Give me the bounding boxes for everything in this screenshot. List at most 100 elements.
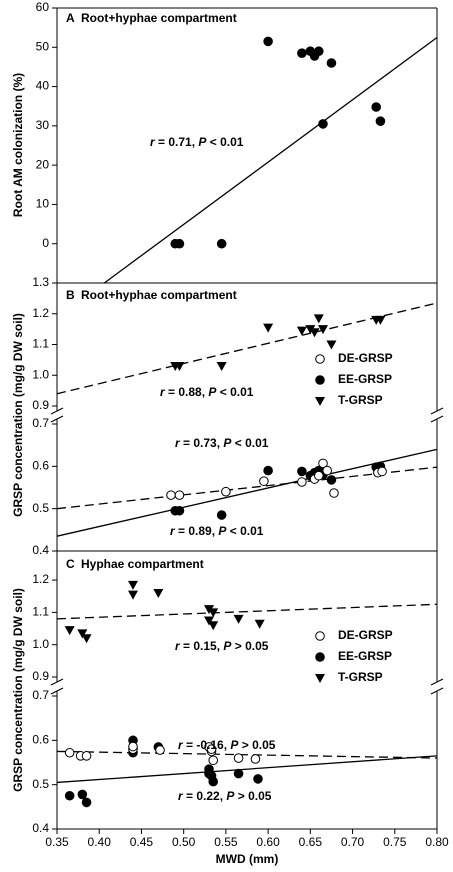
fit-line — [103, 36, 438, 284]
y-tick-label: 20 — [36, 157, 50, 171]
point — [208, 755, 219, 766]
point — [296, 326, 307, 336]
annotation-part: r — [178, 789, 184, 803]
point — [297, 477, 307, 487]
annotation-part: < 0.01 — [206, 135, 243, 149]
point — [254, 619, 265, 629]
annotation-part: = 0.88, — [165, 385, 209, 399]
point — [318, 458, 328, 469]
y-tick-label: 0 — [42, 236, 49, 250]
annotation: r = -0.16, P > 0.05 — [178, 738, 276, 752]
point — [233, 753, 244, 763]
point — [81, 634, 92, 644]
y-tick-label: 1.2 — [32, 572, 49, 586]
point — [371, 102, 382, 112]
annotation-part: P — [223, 436, 232, 450]
annotation-part: > 0.05 — [238, 738, 275, 752]
annotation-part: P — [230, 738, 239, 752]
axis-break — [50, 415, 64, 423]
point — [233, 614, 244, 624]
point — [174, 238, 185, 249]
annotation-part: < 0.01 — [231, 436, 268, 450]
legend-marker — [315, 631, 325, 641]
point — [263, 323, 274, 333]
point — [204, 616, 214, 626]
y-tick-label: 50 — [36, 39, 50, 53]
annotation-part: < 0.01 — [216, 385, 253, 399]
annotation-part: P — [198, 135, 207, 149]
point — [326, 58, 337, 68]
legend-label: EE-GRSP — [338, 372, 392, 386]
point — [204, 768, 214, 779]
point — [174, 362, 185, 372]
axis-break — [430, 415, 444, 423]
annotation-part: = 0.71, — [155, 135, 199, 149]
annotation-part: r — [170, 524, 176, 538]
x-tick-label: 0.45 — [130, 835, 154, 849]
axis-break — [50, 678, 64, 686]
point — [128, 580, 138, 590]
point — [329, 488, 339, 498]
point — [221, 486, 231, 497]
annotation-part: r — [178, 738, 184, 752]
point — [326, 340, 337, 350]
fit-line — [56, 466, 438, 510]
point — [64, 790, 75, 801]
point — [259, 476, 269, 486]
legend-label: DE-GRSP — [338, 351, 393, 365]
y-tick-label: 40 — [36, 79, 50, 93]
axis-break — [430, 687, 444, 695]
point — [208, 608, 219, 618]
y-tick-label: 1.2 — [32, 306, 49, 320]
annotation-part: > 0.05 — [234, 789, 271, 803]
point — [77, 789, 88, 800]
x-tick-label: 0.50 — [172, 835, 196, 849]
annotation-part: P — [218, 524, 227, 538]
legend-marker — [315, 397, 325, 406]
x-tick-label: 0.80 — [425, 835, 449, 849]
y-axis-label: GRSP concentration (mg/g DW soil) — [11, 588, 25, 792]
legend-label: T-GRSP — [338, 393, 383, 407]
point — [64, 626, 75, 636]
point — [64, 747, 75, 758]
y-tick-label: 0.5 — [32, 777, 49, 791]
point — [297, 466, 307, 477]
panel-title: Root+hyphae compartment — [81, 288, 237, 302]
annotation: r = 0.71, P < 0.01 — [150, 135, 244, 149]
panel-label: C — [66, 557, 75, 571]
x-tick-label: 0.65 — [299, 835, 323, 849]
y-tick-label: 0.9 — [32, 398, 49, 412]
legend-label: DE-GRSP — [338, 628, 393, 642]
point — [128, 741, 138, 752]
y-tick-label: 1.0 — [32, 367, 49, 381]
point — [208, 776, 219, 787]
point — [326, 475, 337, 485]
annotation: r = 0.15, P > 0.05 — [175, 639, 269, 653]
annotation-part: P — [226, 789, 235, 803]
legend-marker — [315, 354, 325, 364]
annotation: r = 0.22, P > 0.05 — [178, 789, 272, 803]
panel-title: Root+hyphae compartment — [81, 11, 237, 25]
point — [297, 48, 307, 58]
y-tick-label: 60 — [36, 0, 50, 14]
annotation-part: = 0.22, — [183, 789, 227, 803]
annotation-part: = 0.89, — [175, 524, 219, 538]
axis-break — [50, 687, 64, 695]
point — [313, 470, 324, 481]
y-tick-label: 1.1 — [32, 337, 49, 351]
panel-title: Hyphae compartment — [81, 557, 204, 571]
point — [318, 119, 328, 129]
point — [375, 315, 386, 325]
point — [309, 328, 320, 338]
x-tick-label: 0.70 — [341, 835, 365, 849]
point — [81, 797, 92, 808]
x-axis-label: MWD (mm) — [216, 852, 279, 866]
point — [166, 490, 176, 500]
point — [174, 490, 185, 500]
annotation: r = 0.73, P < 0.01 — [175, 436, 269, 450]
point — [153, 589, 164, 598]
point — [216, 510, 227, 520]
annotation-part: r — [175, 639, 181, 653]
legend-marker — [315, 375, 325, 385]
